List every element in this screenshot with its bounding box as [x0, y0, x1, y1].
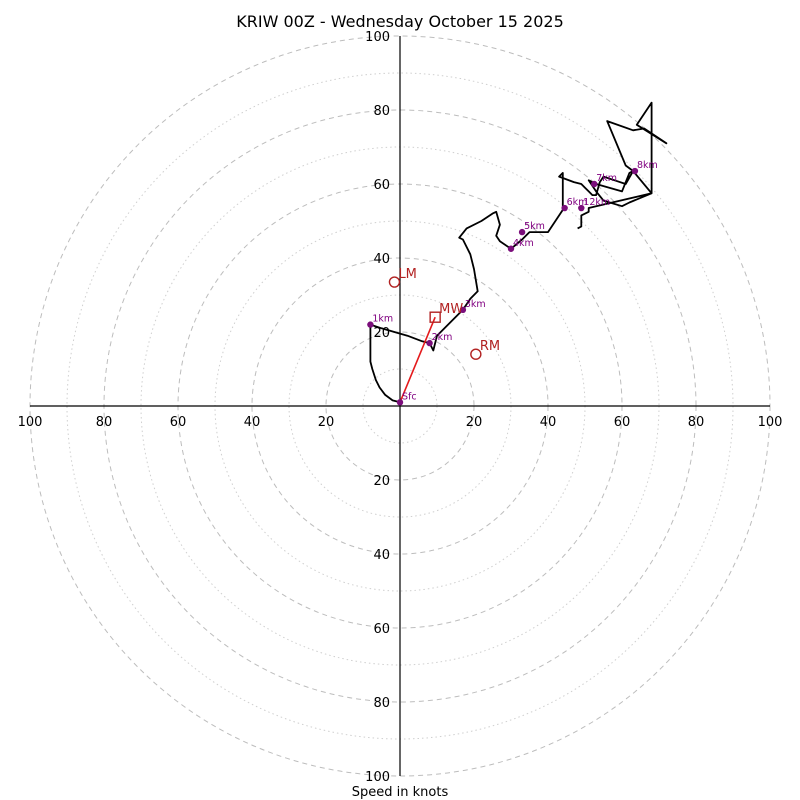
height-marker — [591, 180, 598, 188]
y-tick-label: 20 — [373, 474, 390, 489]
lm-marker — [388, 276, 401, 288]
height-marker — [426, 339, 433, 347]
x-tick-label: 100 — [758, 415, 783, 430]
height-marker — [367, 321, 374, 328]
height-label: 8km — [637, 160, 658, 171]
height-label: 2km — [432, 332, 453, 343]
x-axis-label: Speed in knots — [352, 785, 449, 800]
x-tick-label: 40 — [244, 415, 261, 430]
mw-label: MW — [439, 302, 463, 317]
height-marker — [459, 306, 467, 313]
x-tick-label: 60 — [614, 415, 631, 430]
y-tick-label: 100 — [365, 30, 390, 45]
tick-labels: 1001008080606040402020202040406060808010… — [18, 30, 783, 785]
mean-wind-group — [399, 316, 436, 403]
height-marker — [396, 399, 404, 406]
height-label: 6km — [567, 197, 588, 208]
axes — [30, 36, 770, 776]
rm-marker — [470, 348, 482, 360]
x-tick-label: 20 — [466, 415, 483, 430]
height-label: 3km — [465, 299, 486, 310]
x-tick-label: 40 — [540, 415, 557, 430]
y-tick-label: 60 — [373, 178, 390, 193]
height-marker — [507, 245, 515, 252]
height-marker — [518, 228, 526, 236]
lm-label: LM — [398, 267, 416, 282]
height-label: Sfc — [402, 391, 417, 402]
mw-marker — [429, 311, 441, 323]
height-marker — [631, 167, 639, 175]
height-label: 4km — [513, 238, 534, 249]
hodograph-trace — [369, 101, 668, 404]
height-label: 12km — [583, 197, 610, 208]
y-tick-label: 80 — [373, 696, 390, 711]
x-tick-label: 60 — [170, 415, 187, 430]
chart-title: KRIW 00Z - Wednesday October 15 2025 — [236, 12, 564, 31]
height-label: 1km — [372, 314, 393, 325]
rm-label: RM — [480, 339, 500, 354]
height-marker — [578, 204, 585, 212]
y-tick-label: 100 — [365, 770, 390, 785]
mean-wind-vector — [399, 316, 436, 403]
x-tick-label: 100 — [18, 415, 43, 430]
x-tick-label: 80 — [688, 415, 705, 430]
x-tick-label: 20 — [318, 415, 335, 430]
height-marker — [561, 204, 568, 212]
hodograph-trace-group — [369, 101, 668, 404]
storm-motion-markers: LM RM MW — [388, 267, 500, 360]
y-tick-label: 40 — [373, 252, 390, 267]
height-label: 5km — [524, 221, 545, 232]
height-markers: Sfc 1km 2km 3km 4km 5km 6km 7km 8km 12km — [367, 160, 658, 406]
y-tick-label: 60 — [373, 622, 390, 637]
y-tick-label: 40 — [373, 548, 390, 563]
x-tick-label: 80 — [96, 415, 113, 430]
height-label: 7km — [596, 173, 617, 184]
y-tick-label: 80 — [373, 104, 390, 119]
